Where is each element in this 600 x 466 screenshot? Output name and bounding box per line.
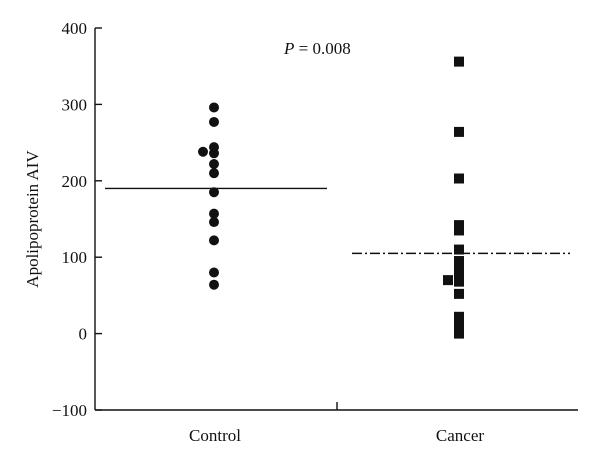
y-tick-label: 300	[62, 95, 88, 114]
control-point	[209, 168, 219, 179]
y-tick-label: 200	[62, 172, 88, 191]
control-point	[209, 158, 219, 169]
control-point	[209, 102, 219, 113]
cancer-point	[454, 311, 464, 322]
control-point	[209, 279, 219, 290]
x-axis: Control Cancer	[95, 402, 578, 445]
control-point	[209, 116, 219, 127]
control-point	[209, 187, 219, 198]
cancer-point	[454, 288, 464, 299]
y-tick-label: 400	[62, 19, 88, 38]
cancer-point	[454, 244, 464, 255]
cancer-point	[454, 56, 464, 67]
cancer-point	[454, 225, 464, 236]
y-tick-label: −100	[52, 401, 87, 420]
p-value-text: = 0.008	[294, 39, 350, 58]
cancer-point	[454, 276, 464, 287]
cancer-point	[454, 126, 464, 137]
summary-lines	[105, 187, 570, 255]
y-tick-label: 100	[62, 248, 88, 267]
data-points	[198, 56, 464, 339]
cancer-point	[454, 220, 464, 231]
control-point	[209, 267, 219, 278]
x-category-label: Cancer	[436, 426, 484, 445]
control-point	[209, 235, 219, 246]
p-value-annotation: P = 0.008	[283, 39, 351, 58]
y-axis: −100 0 100 200 300 400	[52, 19, 102, 420]
cancer-point	[454, 269, 464, 280]
cancer-point	[454, 317, 464, 328]
cancer-point	[454, 173, 464, 184]
cancer-point	[454, 328, 464, 339]
p-value-symbol: P	[283, 39, 294, 58]
control-point	[209, 148, 219, 159]
y-tick-label: 0	[79, 325, 88, 344]
control-point	[209, 208, 219, 219]
control-point	[198, 146, 208, 157]
cancer-point	[454, 256, 464, 267]
cancer-point	[443, 275, 453, 286]
x-category-label: Control	[189, 426, 241, 445]
control-point	[209, 217, 219, 228]
y-axis-title: Apolipoprotein AIV	[23, 150, 42, 288]
cancer-point	[454, 263, 464, 274]
